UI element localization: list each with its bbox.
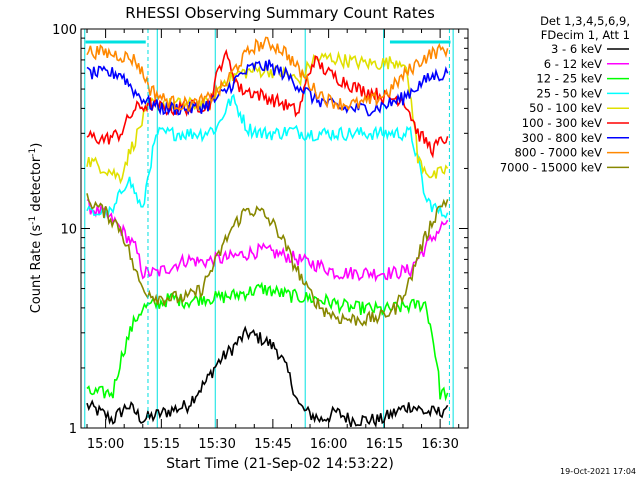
series-line-3 [86, 281, 449, 402]
series-line-2 [86, 199, 449, 283]
plot-frame [80, 28, 469, 429]
legend-label-5: 50 - 100 keV [529, 101, 602, 115]
legend-label-1: 3 - 6 keV [551, 42, 602, 56]
legend-label-3: 12 - 25 keV [536, 72, 602, 86]
legend-label-4: 25 - 50 keV [536, 86, 602, 100]
series-line-7 [86, 59, 449, 117]
chart-title: RHESSI Observing Summary Count Rates [125, 4, 435, 22]
legend: Det 1,3,4,5,6,9, FDecim 1, Att 1 3 - 6 k… [500, 14, 630, 174]
series-line-1 [86, 325, 449, 428]
legend-header-2: FDecim 1, Att 1 [541, 28, 630, 42]
x-tick-label-6: 16:30 [421, 437, 458, 452]
x-tick-label-3: 15:45 [254, 437, 291, 452]
y-tick-label-2: 100 [52, 23, 77, 38]
series-line-8 [86, 36, 449, 113]
series-line-4 [86, 93, 449, 219]
x-tick-label-4: 16:00 [310, 437, 347, 452]
legend-label-6: 100 - 300 keV [522, 116, 602, 130]
y-tick-label-0: 1 [69, 422, 77, 437]
x-tick-label-1: 15:15 [143, 437, 180, 452]
legend-header-1: Det 1,3,4,5,6,9, [540, 14, 630, 28]
legend-label-7: 300 - 800 keV [522, 131, 602, 145]
y-tick-label-1: 10 [60, 223, 77, 238]
x-tick-label-5: 16:15 [366, 437, 403, 452]
legend-label-2: 6 - 12 keV [544, 57, 602, 71]
legend-label-9: 7000 - 15000 keV [500, 160, 602, 174]
series-line-9 [86, 193, 449, 327]
x-tick-label-0: 15:00 [87, 437, 124, 452]
x-tick-label-2: 15:30 [198, 437, 235, 452]
legend-label-8: 800 - 7000 keV [514, 146, 602, 160]
footer-date: 19-Oct-2021 17:04 [560, 467, 636, 476]
x-axis-label: Start Time (21-Sep-02 14:53:22) [166, 456, 394, 472]
y-axis-label: Count Rate (s-1 detector-1) [28, 143, 44, 314]
